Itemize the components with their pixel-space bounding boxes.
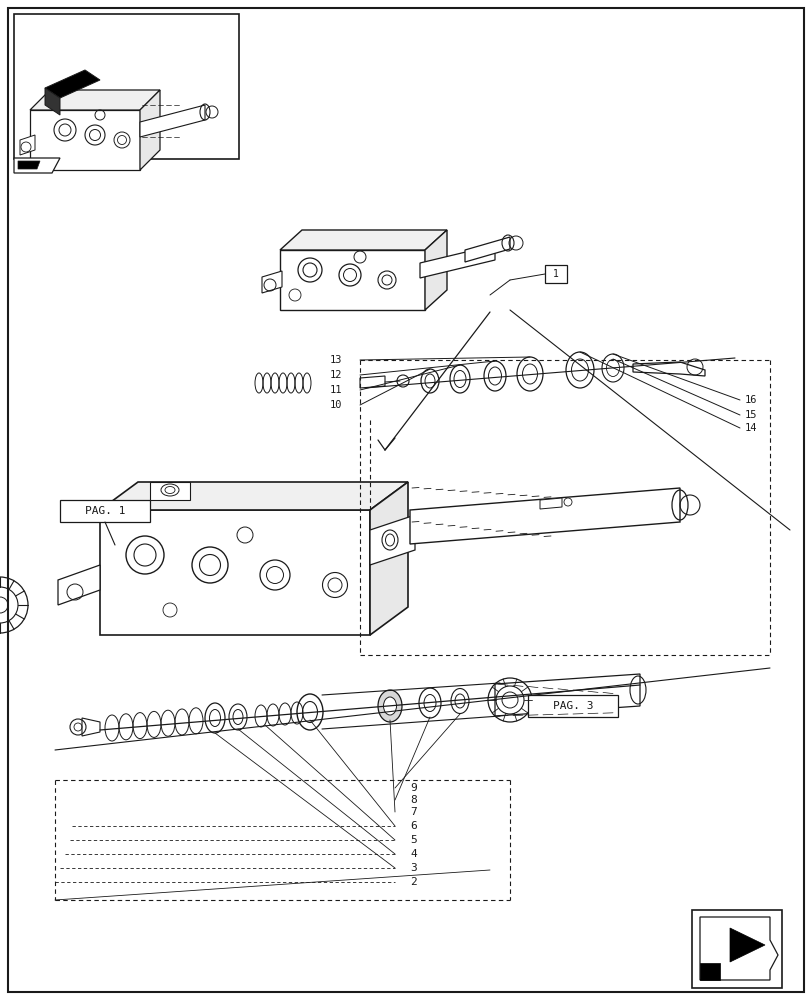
Polygon shape [370, 515, 414, 565]
Polygon shape [18, 161, 40, 169]
Polygon shape [699, 963, 719, 980]
Polygon shape [139, 105, 204, 137]
Polygon shape [633, 362, 704, 376]
Polygon shape [424, 230, 446, 310]
Text: PAG. 3: PAG. 3 [552, 701, 593, 711]
Polygon shape [410, 488, 679, 544]
Text: 14: 14 [744, 423, 757, 433]
Text: 3: 3 [410, 863, 416, 873]
Text: 16: 16 [744, 395, 757, 405]
Polygon shape [45, 88, 60, 115]
Text: 10: 10 [329, 400, 341, 410]
Polygon shape [699, 917, 777, 980]
Polygon shape [20, 135, 35, 155]
Text: 8: 8 [410, 795, 416, 805]
Text: 5: 5 [410, 835, 416, 845]
Bar [60, 500, 150, 522]
Polygon shape [280, 230, 446, 250]
Text: 2: 2 [410, 877, 416, 887]
Text: 6: 6 [410, 821, 416, 831]
Polygon shape [495, 674, 639, 716]
Bar [544, 265, 566, 283]
Text: 15: 15 [744, 410, 757, 420]
Bar [691, 910, 781, 988]
Text: 7: 7 [410, 807, 416, 817]
Polygon shape [280, 250, 424, 310]
Text: 13: 13 [329, 355, 341, 365]
Polygon shape [58, 565, 100, 605]
Bar [527, 695, 617, 717]
Ellipse shape [378, 690, 401, 722]
Text: PAG. 1: PAG. 1 [84, 506, 125, 516]
Polygon shape [30, 90, 160, 110]
Polygon shape [370, 482, 407, 635]
Polygon shape [729, 928, 764, 962]
Polygon shape [139, 90, 160, 170]
Polygon shape [30, 110, 139, 170]
Text: 9: 9 [410, 783, 416, 793]
Text: 12: 12 [329, 370, 341, 380]
Bar [14, 14, 238, 159]
Polygon shape [359, 376, 384, 388]
Polygon shape [262, 271, 281, 293]
Polygon shape [539, 498, 561, 509]
Polygon shape [465, 237, 509, 262]
Polygon shape [150, 482, 190, 500]
Polygon shape [100, 482, 407, 510]
Text: 1: 1 [552, 269, 558, 279]
Polygon shape [82, 718, 100, 736]
Polygon shape [14, 158, 60, 173]
Ellipse shape [383, 697, 396, 715]
Polygon shape [419, 245, 495, 278]
Polygon shape [45, 70, 100, 98]
Text: 4: 4 [410, 849, 416, 859]
Text: 11: 11 [329, 385, 341, 395]
Polygon shape [100, 510, 370, 635]
